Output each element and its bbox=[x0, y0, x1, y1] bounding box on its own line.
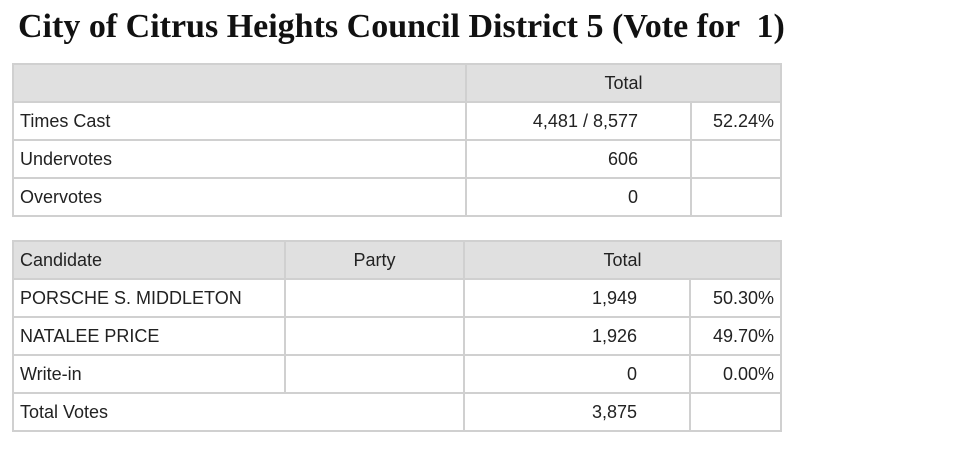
cell: NATALEE PRICE bbox=[12, 316, 286, 356]
header-cell bbox=[12, 63, 467, 103]
summary-table: Total Times Cast 4,481 / 8,577 52.24% Un… bbox=[12, 63, 782, 217]
cell: 1,926 bbox=[463, 316, 691, 356]
header-cell: Total bbox=[465, 63, 782, 103]
cell: Overvotes bbox=[12, 177, 467, 217]
cell bbox=[689, 392, 782, 432]
header-row: Candidate Party Total bbox=[12, 240, 782, 280]
row: Undervotes 606 bbox=[12, 139, 782, 179]
cell bbox=[690, 139, 782, 179]
header-cell: Candidate bbox=[12, 240, 286, 280]
cell: 606 bbox=[465, 139, 692, 179]
row: Total Votes 3,875 bbox=[12, 392, 782, 432]
header-row: Total bbox=[12, 63, 782, 103]
header-cell: Party bbox=[284, 240, 465, 280]
cell bbox=[284, 278, 465, 318]
cell: Undervotes bbox=[12, 139, 467, 179]
row: PORSCHE S. MIDDLETON 1,949 50.30% bbox=[12, 278, 782, 318]
cell: PORSCHE S. MIDDLETON bbox=[12, 278, 286, 318]
cell: 4,481 / 8,577 bbox=[465, 101, 692, 141]
row: Write-in 0 0.00% bbox=[12, 354, 782, 394]
row: Times Cast 4,481 / 8,577 52.24% bbox=[12, 101, 782, 141]
cell: Times Cast bbox=[12, 101, 467, 141]
title: City of Citrus Heights Council District … bbox=[18, 8, 785, 45]
cell: 50.30% bbox=[689, 278, 782, 318]
cell: 52.24% bbox=[690, 101, 782, 141]
cell: 49.70% bbox=[689, 316, 782, 356]
cell: 0.00% bbox=[689, 354, 782, 394]
row: Overvotes 0 bbox=[12, 177, 782, 217]
results-table: Candidate Party Total PORSCHE S. MIDDLET… bbox=[12, 240, 782, 432]
cell: 0 bbox=[463, 354, 691, 394]
row: NATALEE PRICE 1,926 49.70% bbox=[12, 316, 782, 356]
cell: 0 bbox=[465, 177, 692, 217]
cell bbox=[284, 354, 465, 394]
cell bbox=[690, 177, 782, 217]
cell bbox=[284, 316, 465, 356]
cell: Total Votes bbox=[12, 392, 465, 432]
cell: 1,949 bbox=[463, 278, 691, 318]
cell: Write-in bbox=[12, 354, 286, 394]
cell: 3,875 bbox=[463, 392, 691, 432]
header-cell: Total bbox=[463, 240, 782, 280]
